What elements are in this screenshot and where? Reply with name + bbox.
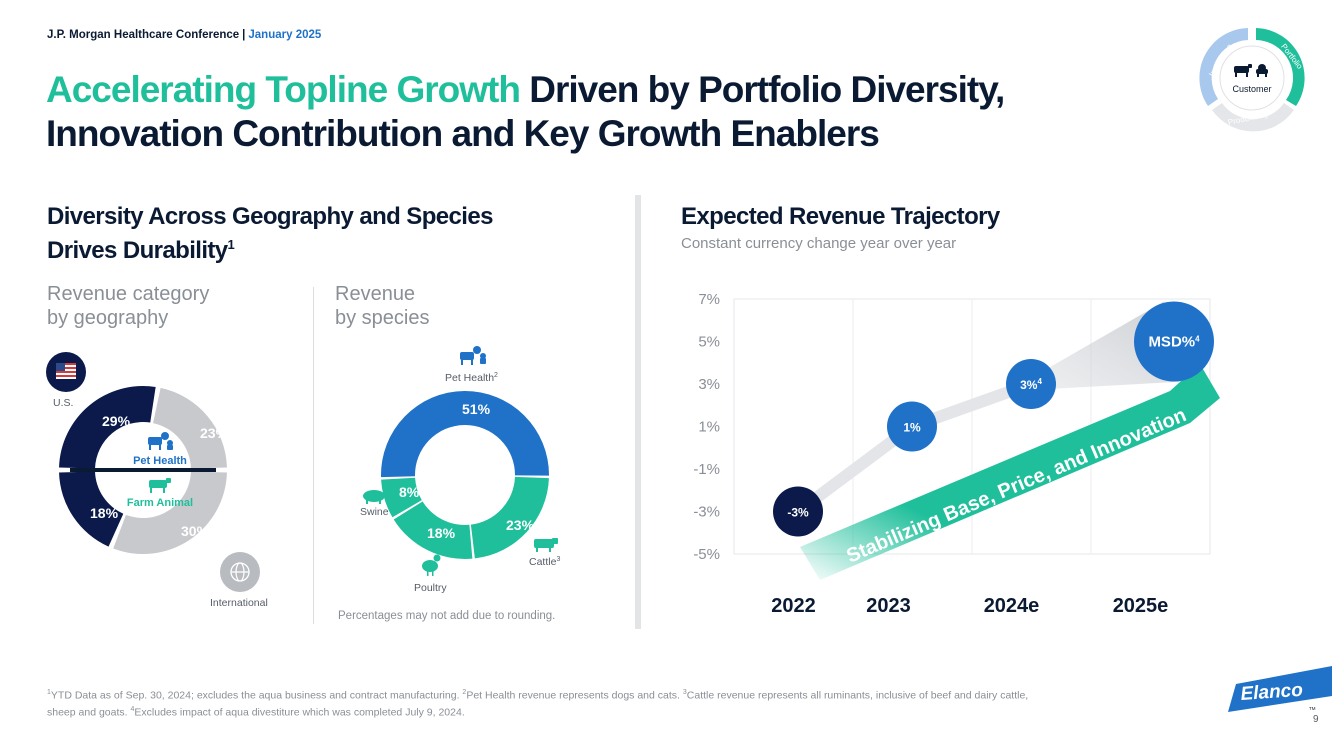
geo-subtitle: Revenue category by geography [47,282,209,330]
elanco-logo: Elanco TM [1228,666,1332,712]
geo-pet-health-label: Pet Health [133,455,187,467]
swine-label: Swine [360,506,389,518]
footnote-text-4: Excludes impact of aqua divestiture whic… [134,706,465,718]
species-cattle-value: 23% [506,517,535,533]
species-donut-chart: Pet Health2 Swine Poultry Cattle3 51% 23… [360,346,560,594]
species-pet-health-segment [381,390,549,478]
innovation-arc [1199,28,1248,106]
species-cattle-segment [470,476,549,559]
right-section-subtitle: Constant currency change year over year [681,235,957,252]
us-label: U.S. [53,397,73,409]
geo-us-pet-health-segment [59,386,156,469]
y-tick-label: 5% [698,334,720,351]
footnote-sup-2: 2 [462,689,467,696]
species-poultry-segment [393,501,473,559]
cattle-icon [534,538,558,552]
geo-subtitle-line1: Revenue category [47,283,210,305]
footnote-text-2: Pet Health revenue represents dogs and c… [466,689,683,702]
geo-us-farm-animal-segment [59,471,124,547]
title-highlight: Accelerating Topline Growth [46,69,521,110]
globe-icon [220,552,260,592]
trajectory-point-label: 3%4 [1020,377,1042,392]
left-inner-divider [313,287,314,624]
geo-intl-pet-health-segment [153,387,227,469]
title-line2: Innovation Contribution and Key Growth E… [46,113,880,154]
trajectory-point-label: MSD%4 [1148,334,1200,351]
rounding-note: Percentages may not add due to rounding. [338,610,556,622]
customer-cycle-badge: Innovation Portfolio Productivity Custom… [1199,28,1305,132]
footnote-text-3: Cattle revenue represents all ruminants,… [47,689,1029,719]
geo-subtitle-line2: by geography [47,307,169,329]
geo-intl-pet-value: 23% [200,425,229,441]
conference-header: J.P. Morgan Healthcare Conference | Januar… [47,29,321,41]
left-title-line1: Diversity Across Geography and Species [47,203,493,230]
y-tick-label: 7% [698,291,720,308]
x-tick-label: 2024e [984,595,1040,617]
x-tick-label: 2022 [771,595,816,617]
species-swine-segment [381,477,422,518]
right-section-title: Expected Revenue Trajectory [681,203,1000,230]
page-title: Accelerating Topline Growth Driven by Po… [46,68,1146,156]
left-title-line2: Drives Durability [47,237,228,264]
left-section-title: Diversity Across Geography and Species D… [47,203,493,265]
footnote: 1YTD Data as of Sep. 30, 2024; excludes … [47,686,1047,719]
title-rest-line1: Driven by Portfolio Diversity, [529,69,1005,110]
poultry-icon [422,554,441,576]
footnote-sup-1: 1 [47,689,51,696]
y-tick-label: -3% [693,504,720,521]
section-divider [635,195,641,629]
species-pet-health-label: Pet Health2 [445,372,498,384]
farm-animal-icon [149,478,171,493]
productivity-arc [1212,103,1294,132]
international-label: International [210,597,268,609]
poultry-label: Poultry [414,582,447,594]
geography-donut-chart: U.S. International Pet Health Farm Anima… [46,352,268,609]
species-pet-value: 51% [462,401,491,417]
species-subtitle-line1: Revenue [335,283,416,305]
y-tick-label: 3% [698,376,720,393]
species-swine-value: 8% [399,484,420,500]
portfolio-arc [1256,28,1305,106]
trajectory-point-2023 [887,401,937,452]
pet-health-species-icon [460,346,486,365]
left-title-sup: 1 [227,237,235,252]
trajectory-point-2025e [1134,301,1214,382]
elanco-logo-tm: TM [1309,706,1316,711]
footnote-text-1: YTD Data as of Sep. 30, 2024; excludes t… [50,689,463,702]
geo-us-pet-value: 29% [102,413,131,429]
geo-us-farm-value: 18% [90,505,119,521]
footnote-sup-3: 3 [682,689,687,696]
page-number: 9 [1313,714,1319,725]
trajectory-point-2024e [1006,359,1056,409]
header-separator: | [242,29,246,41]
geo-intl-farm-value: 30% [181,523,210,539]
conference-date: January 2025 [248,29,322,41]
us-flag-icon [46,352,86,392]
badge-customer-label: Customer [1232,84,1271,94]
x-tick-label: 2025e [1113,595,1169,617]
conference-name: J.P. Morgan Healthcare Conference [47,29,240,41]
geo-intl-farm-animal-segment [113,471,227,554]
footnote-sup-4: 4 [130,705,135,713]
y-tick-label: -1% [693,461,720,478]
swine-icon [363,490,388,504]
y-tick-label: 1% [698,419,720,436]
geo-farm-animal-label: Farm Animal [127,497,193,509]
species-cattle-label: Cattle3 [529,556,560,568]
x-tick-label: 2023 [866,595,911,617]
pet-health-icon [148,432,173,450]
species-subtitle: Revenue by species [335,282,430,330]
livestock-icon [1234,64,1268,77]
revenue-trajectory-chart: 7%5%3%1%-1%-3%-5% 2022 2023 2024e 2025e Sta… [693,291,1220,617]
species-poultry-value: 18% [427,525,456,541]
trajectory-point-2022 [773,486,823,537]
elanco-logo-text: Elanco [1240,680,1304,705]
y-tick-label: -5% [693,546,720,563]
trajectory-point-label: 1% [903,421,921,435]
trajectory-point-label: -3% [787,506,809,520]
species-subtitle-line2: by species [335,307,430,329]
